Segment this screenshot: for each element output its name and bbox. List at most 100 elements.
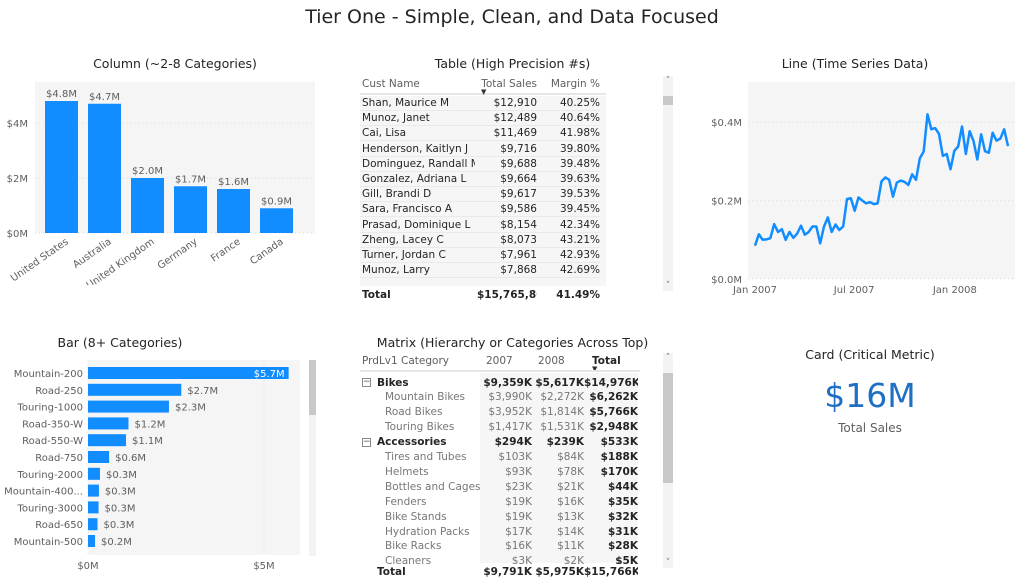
table-row-cell: Munoz, Janet (362, 112, 430, 125)
table-total-row: Total $15,765,869 41.49% (360, 287, 600, 302)
table-row: Prasad, Dominique L $8,154 42.34% (360, 218, 600, 233)
table-row-cell: 39.45% (559, 203, 600, 216)
scroll-thumb[interactable] (663, 373, 673, 483)
matrix-total-row-cell: $5,975K (535, 565, 584, 578)
matrix-row-cell: $78K (557, 465, 584, 478)
matrix-row-cell: $239K (546, 436, 584, 449)
table-row-cell: 40.64% (559, 112, 600, 125)
table-row-cell: $7,961 (500, 249, 537, 261)
header-divider (360, 370, 640, 372)
table-row-cell: 39.53% (559, 188, 600, 201)
table-row: Munoz, Janet $12,489 40.64% (360, 111, 600, 127)
x-tick-label: Jan 2007 (732, 285, 777, 296)
data-label: $2.7M (187, 386, 218, 397)
bar (88, 467, 100, 480)
y-tick-label: Touring-3000 (17, 503, 84, 514)
matrix-row-cell: $35K (607, 495, 638, 508)
matrix-total-row-cell: $15,766K (584, 565, 638, 578)
table-row: Munoz, Larry $7,868 42.69% (360, 263, 600, 279)
matrix-title: Matrix (Hierarchy or Categories Across T… (376, 335, 649, 350)
table-total-row-cell: Total (362, 288, 391, 301)
table-row-cell: $12,489 (493, 112, 537, 125)
table-row-cell: Gill, Brandi D (362, 188, 432, 201)
scroll-thumb[interactable] (663, 96, 673, 105)
y-tick-label: $0.0M (711, 275, 742, 286)
y-tick-label: Mountain-500 (14, 537, 83, 548)
matrix-row-cell: $3,952K (488, 406, 532, 419)
collapse-icon[interactable]: − (362, 377, 371, 387)
y-tick-label: $0.2M (711, 197, 742, 208)
table-row: Cai, Lisa $11,469 41.98% (360, 126, 600, 142)
column-bar (174, 186, 207, 233)
table-header[interactable]: Cust Name Total Sales Margin % (360, 76, 600, 91)
bar (88, 383, 182, 396)
bar (88, 434, 127, 447)
matrix-row: Bikes $9,359K $5,617K $14,976K (360, 375, 638, 390)
matrix-row-cell: $28K (607, 540, 638, 553)
y-tick-label: Road-350-W (22, 419, 83, 430)
matrix-row-cell: $170K (600, 465, 638, 478)
matrix-row: Fenders $19K $16K $35K (360, 494, 638, 509)
data-label: $1.2M (134, 419, 165, 430)
column-bar (45, 101, 78, 233)
matrix-row: Accessories $294K $239K $533K (360, 435, 638, 450)
data-label: $2.0M (132, 166, 163, 177)
matrix-row-cell: Road Bikes (385, 406, 443, 419)
matrix-row-cell: $31K (607, 525, 638, 538)
scroll-thumb[interactable] (309, 360, 316, 415)
collapse-icon[interactable]: − (362, 436, 371, 447)
matrix-row-cell: Bike Stands (385, 510, 447, 523)
matrix-header-cell: 2007 (486, 354, 513, 367)
table-row-cell: Zheng, Lacey C (362, 233, 444, 246)
table-row-cell: $9,688 (500, 157, 537, 170)
data-label: $0.6M (115, 453, 146, 464)
data-label: $0.3M (105, 503, 136, 514)
matrix-row-cell: $19K (505, 510, 532, 523)
x-tick-label: United States (9, 236, 71, 284)
bar-chart-title: Bar (8+ Categories) (57, 335, 183, 350)
matrix-values-area (480, 373, 638, 563)
table-row-cell: 41.98% (559, 127, 600, 140)
y-tick-label: $2M (7, 174, 28, 185)
matrix-row-cell: $93K (505, 465, 532, 478)
matrix-row: Tires and Tubes $103K $84K $188K (360, 450, 638, 465)
table-scrollbar[interactable]: ˄ ˅ (663, 76, 673, 291)
matrix-row: Bike Stands $19K $13K $32K (360, 509, 638, 524)
scroll-up-icon[interactable]: ˄ (665, 353, 671, 363)
matrix-total-row: Total $9,791K $5,975K $15,766K (360, 564, 638, 579)
matrix-row: Helmets $93K $78K $170K (360, 464, 638, 479)
x-tick-label: Jul 2007 (833, 285, 875, 296)
column-bar (260, 208, 293, 233)
matrix-row-cell: Accessories (377, 436, 447, 449)
matrix-scrollbar[interactable]: ˄ ˅ (663, 353, 673, 568)
matrix-row-cell: $13K (557, 510, 584, 523)
matrix-row-cell: $84K (557, 451, 584, 463)
matrix-row-cell: Helmets (385, 465, 429, 478)
matrix-row-cell: $23K (505, 480, 532, 493)
sort-desc-icon[interactable]: ▼ (592, 365, 598, 373)
data-label: $5.7M (254, 369, 285, 380)
table-header-cell: Cust Name (362, 77, 420, 90)
matrix-header[interactable]: PrdLv1 Category 2007 2008 Total (360, 353, 638, 368)
matrix-header-cell: PrdLv1 Category (362, 354, 449, 367)
sort-desc-icon[interactable]: ▼ (481, 88, 487, 96)
bar (88, 484, 99, 497)
data-label: $1.7M (175, 174, 206, 185)
scroll-down-icon[interactable]: ˅ (665, 281, 671, 291)
y-tick-label: $0M (7, 229, 28, 240)
matrix-row-cell: Bikes (377, 376, 409, 389)
matrix-row: Touring Bikes $1,417K $1,531K $2,948K (360, 420, 638, 435)
matrix-row-cell: Bike Racks (385, 540, 442, 553)
matrix-row-cell: $2,272K (540, 391, 584, 404)
column-chart-title: Column (~2-8 Categories) (93, 56, 257, 71)
matrix-row: Road Bikes $3,952K $1,814K $5,766K (360, 405, 638, 420)
x-tick-label: Canada (248, 236, 285, 267)
matrix-row-cell: $32K (607, 510, 638, 523)
table-row-cell: 40.25% (559, 97, 600, 109)
data-label: $0.2M (101, 537, 132, 548)
table-row-cell: 42.34% (559, 218, 600, 231)
bar-scrollbar[interactable] (309, 360, 316, 556)
table-header-cell: Total Sales (481, 77, 537, 90)
scroll-down-icon[interactable]: ˅ (665, 558, 671, 568)
scroll-up-icon[interactable]: ˄ (665, 76, 671, 86)
